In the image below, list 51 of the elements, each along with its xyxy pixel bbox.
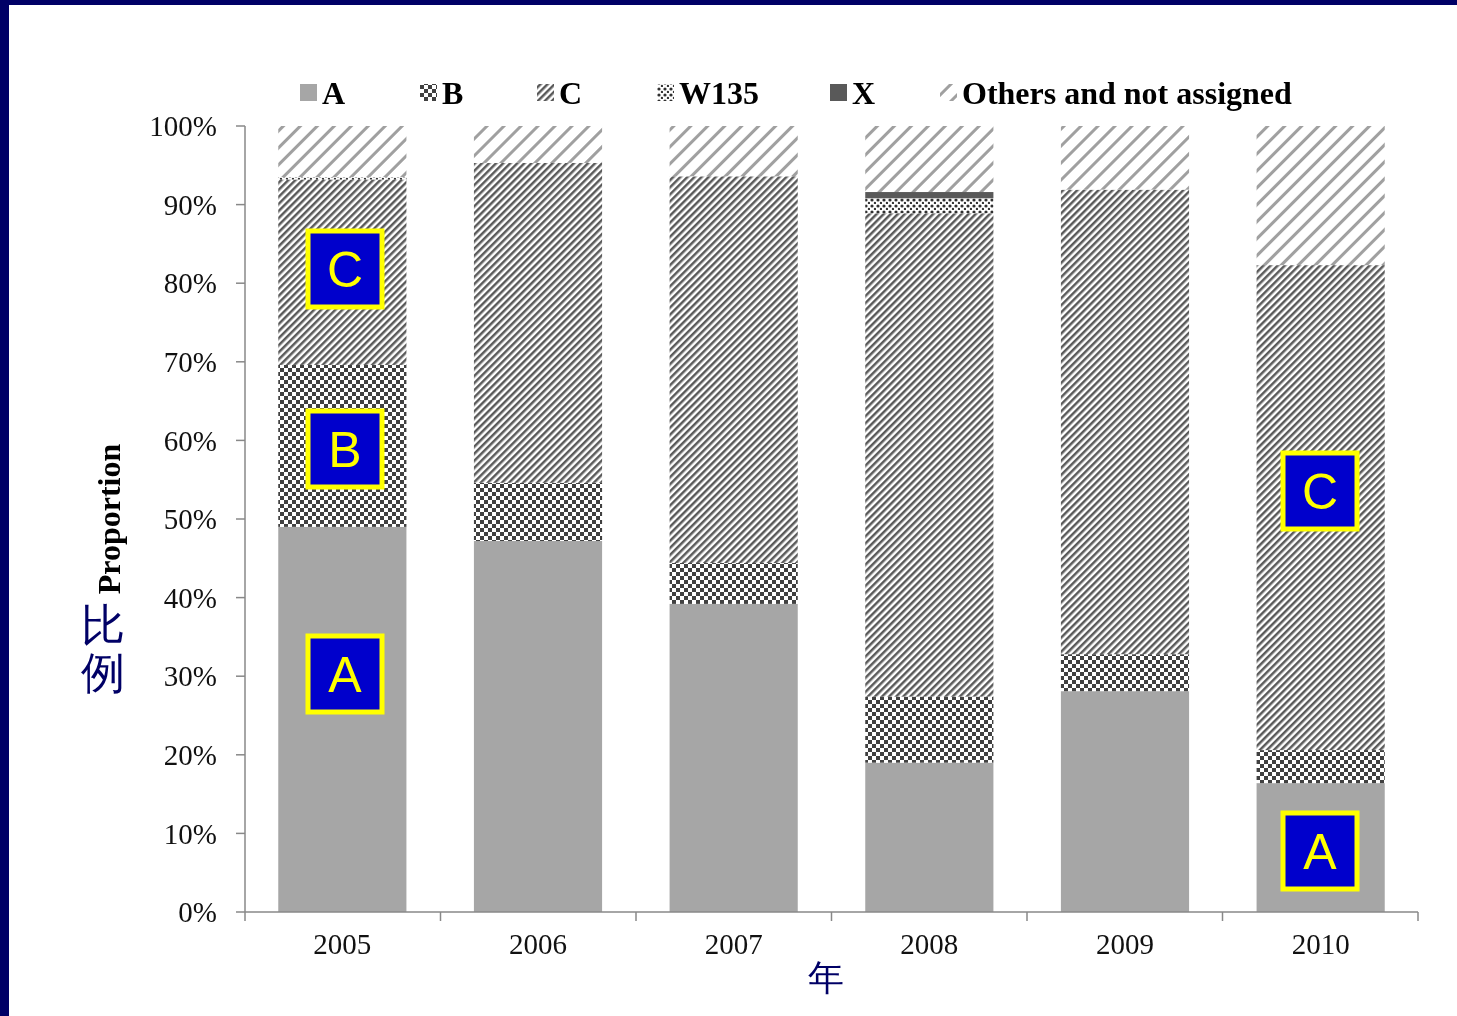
bar bbox=[865, 213, 994, 697]
y-tick-label: 100% bbox=[149, 110, 217, 143]
y-tick-label: 60% bbox=[163, 424, 217, 457]
bar bbox=[1256, 265, 1385, 751]
annotation: B bbox=[328, 422, 362, 478]
legend-label: C bbox=[559, 75, 583, 112]
bar bbox=[669, 176, 798, 564]
bar bbox=[1256, 126, 1385, 266]
bar bbox=[865, 192, 994, 199]
bar bbox=[865, 696, 994, 763]
legend-label: W135 bbox=[679, 75, 759, 112]
y-tick-label: 70% bbox=[163, 345, 217, 378]
y-tick-label: 20% bbox=[163, 738, 217, 771]
legend-label: B bbox=[442, 75, 464, 112]
bar bbox=[1060, 654, 1190, 692]
bar bbox=[865, 762, 994, 912]
y-tick-label: 40% bbox=[163, 581, 217, 614]
y-tick-label: 90% bbox=[163, 188, 217, 221]
text: 比例 bbox=[81, 599, 125, 698]
x-axis-title: 年 bbox=[808, 957, 844, 998]
x-tick-label: 2009 bbox=[1095, 928, 1154, 960]
bar bbox=[669, 563, 798, 604]
bar bbox=[1256, 750, 1385, 784]
y-tick-label: 30% bbox=[163, 660, 217, 693]
y-tick-label: 10% bbox=[163, 817, 217, 850]
annotation: C bbox=[326, 242, 364, 298]
x-tick-label: 2007 bbox=[704, 928, 763, 960]
y-tick-label: 0% bbox=[178, 896, 217, 929]
bar bbox=[278, 126, 407, 178]
y-tick-label: 50% bbox=[163, 503, 217, 536]
annotation: C bbox=[1301, 464, 1339, 520]
bar bbox=[865, 198, 994, 214]
bar bbox=[473, 162, 603, 483]
y-axis-title: Proportion bbox=[91, 443, 127, 595]
bar bbox=[669, 126, 798, 177]
legend-label: A bbox=[322, 75, 346, 112]
x-tick-label: 2010 bbox=[1291, 928, 1350, 960]
y-tick-label: 80% bbox=[163, 267, 217, 300]
bar bbox=[865, 126, 994, 193]
bar bbox=[1060, 691, 1190, 912]
x-tick-label: 2008 bbox=[900, 928, 959, 960]
bar bbox=[669, 603, 798, 912]
legend-label: Others and not assigned bbox=[962, 75, 1293, 112]
legend-label: X bbox=[852, 75, 876, 112]
annotation: A bbox=[1303, 824, 1338, 880]
bar bbox=[473, 541, 603, 912]
x-tick-label: 2005 bbox=[313, 928, 372, 960]
x-tick-label: 2006 bbox=[509, 928, 568, 960]
bar bbox=[1060, 189, 1190, 655]
bar bbox=[473, 482, 603, 542]
annotation: A bbox=[328, 647, 363, 703]
